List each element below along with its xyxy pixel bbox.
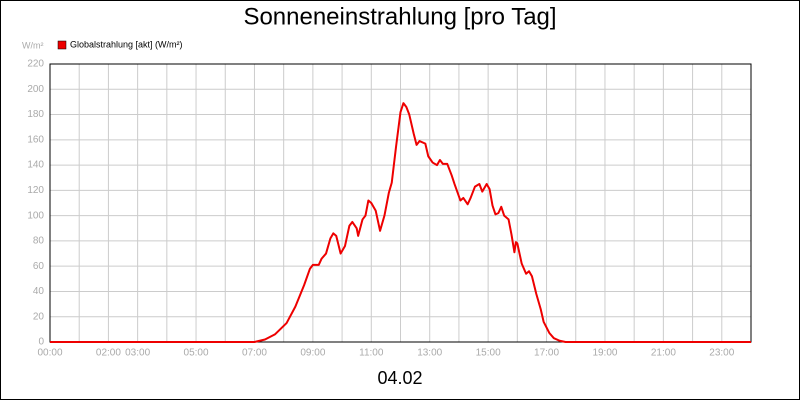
y-tick-label: 20 xyxy=(33,311,45,322)
x-tick-label: 00:00 xyxy=(37,348,62,359)
x-tick-label: 17:00 xyxy=(534,348,559,359)
x-tick-label: 23:00 xyxy=(709,348,734,359)
y-tick-label: 100 xyxy=(27,210,44,221)
x-tick-label: 09:00 xyxy=(300,348,325,359)
x-axis-label: 04.02 xyxy=(377,368,422,388)
chart-title: Sonneneinstrahlung [pro Tag] xyxy=(243,3,556,30)
x-tick-label: 11:00 xyxy=(359,348,384,359)
y-tick-label: 120 xyxy=(27,185,44,196)
x-tick-label: 19:00 xyxy=(592,348,617,359)
y-tick-label: 220 xyxy=(27,59,44,70)
y-tick-label: 200 xyxy=(27,84,44,95)
y-axis-label: W/m² xyxy=(22,40,44,50)
x-tick-label: 03:00 xyxy=(125,348,150,359)
y-tick-label: 140 xyxy=(27,160,44,171)
line-series xyxy=(50,102,751,343)
y-tick-label: 0 xyxy=(38,337,44,348)
x-tick-label: 21:00 xyxy=(651,348,676,359)
x-tick-label: 13:00 xyxy=(417,348,442,359)
plot-border xyxy=(49,63,752,343)
y-tick-label: 80 xyxy=(33,236,45,247)
legend-label: Globalstrahlung [akt] (W/m²) xyxy=(70,39,183,49)
y-tick-label: 40 xyxy=(33,286,45,297)
y-tick-label: 60 xyxy=(33,261,45,272)
legend-swatch xyxy=(57,40,67,50)
y-tick-label: 160 xyxy=(27,134,44,145)
x-tick-label: 02:00 xyxy=(96,348,121,359)
x-tick-label: 15:00 xyxy=(476,348,501,359)
x-tick-label: 07:00 xyxy=(242,348,267,359)
y-tick-label: 180 xyxy=(27,109,44,120)
x-tick-label: 05:00 xyxy=(184,348,209,359)
